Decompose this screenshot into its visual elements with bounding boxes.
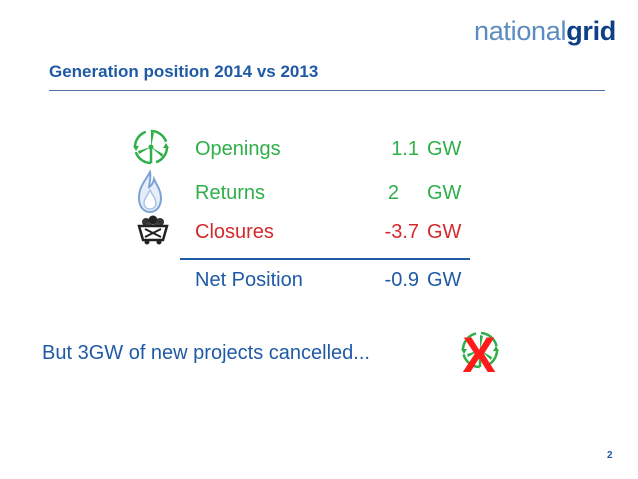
slide-title: Generation position 2014 vs 2013 [49, 62, 319, 81]
row-unit-closures: GW [427, 221, 462, 243]
logo-text-grid: grid [566, 16, 616, 46]
row-label-closures: Closures [195, 221, 274, 243]
cancelled-projects-text: But 3GW of new projects cancelled... [42, 342, 370, 364]
net-position-value: -0.9 [384, 269, 419, 291]
title-divider [49, 90, 605, 91]
row-unit-openings: GW [427, 138, 462, 160]
national-grid-logo: nationalgrid [474, 18, 616, 45]
row-label-returns: Returns [195, 182, 266, 204]
net-position-unit: GW [427, 269, 462, 291]
coal-cart-icon [137, 215, 169, 245]
cancelled-wind-turbine-icon: X [461, 327, 499, 376]
row-label-openings: Openings [195, 138, 281, 160]
row-value-closures: -3.7 [384, 221, 419, 243]
net-position-label: Net Position [195, 269, 303, 291]
row-value-openings: 1.1 [391, 138, 419, 160]
wind-turbine-icon [133, 129, 169, 165]
logo-text-national: national [474, 16, 567, 46]
net-divider [180, 258, 470, 260]
page-number: 2 [607, 450, 613, 461]
cancel-x-mark: X [462, 327, 495, 376]
row-unit-returns: GW [427, 182, 462, 204]
gas-flame-icon [137, 170, 163, 214]
row-value-returns: 2 [387, 182, 399, 204]
